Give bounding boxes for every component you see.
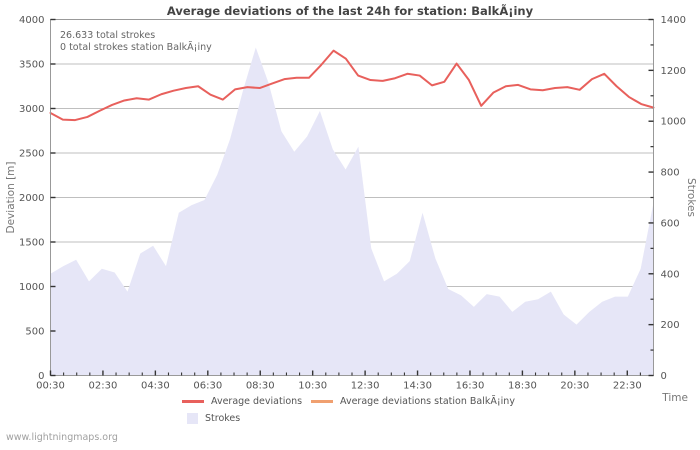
- svg-text:08:30: 08:30: [246, 381, 275, 392]
- axis-ticks: [49, 18, 654, 377]
- svg-text:1400: 1400: [661, 15, 686, 26]
- legend-item-strokes[interactable]: Strokes: [182, 413, 240, 424]
- average-deviations-line-series: [49, 49, 655, 122]
- legend-item-average-deviations[interactable]: Average deviations: [182, 396, 302, 407]
- svg-text:1500: 1500: [19, 238, 44, 249]
- y-axis-right-title: Strokes: [685, 178, 697, 217]
- annotation-total-strokes: 26.633 total strokes: [60, 30, 155, 41]
- svg-text:12:30: 12:30: [351, 381, 380, 392]
- svg-text:800: 800: [661, 168, 680, 179]
- legend-line-swatch-average-deviations-station: [311, 400, 333, 403]
- svg-text:4000: 4000: [19, 15, 44, 26]
- svg-text:200: 200: [661, 320, 680, 331]
- svg-text:04:30: 04:30: [141, 381, 170, 392]
- svg-text:02:30: 02:30: [89, 381, 118, 392]
- svg-text:06:30: 06:30: [193, 381, 222, 392]
- svg-text:0: 0: [38, 371, 44, 382]
- svg-text:2500: 2500: [19, 149, 44, 160]
- svg-text:14:30: 14:30: [403, 381, 432, 392]
- legend-label-average-deviations-station: Average deviations station BalkÃ¡iny: [340, 396, 515, 407]
- svg-text:22:30: 22:30: [613, 381, 642, 392]
- chart-title: Average deviations of the last 24h for s…: [166, 4, 534, 18]
- svg-text:600: 600: [661, 218, 680, 229]
- svg-text:1000: 1000: [661, 117, 686, 128]
- svg-text:3500: 3500: [19, 60, 44, 71]
- svg-text:500: 500: [25, 327, 44, 338]
- svg-text:00:30: 00:30: [36, 381, 65, 392]
- svg-text:18:30: 18:30: [508, 381, 537, 392]
- legend-label-average-deviations: Average deviations: [211, 396, 303, 407]
- svg-text:3000: 3000: [19, 104, 44, 115]
- legend-label-strokes: Strokes: [205, 413, 241, 424]
- strokes-area-series: [50, 47, 654, 376]
- chart-legend: Average deviations Average deviations st…: [0, 394, 700, 428]
- svg-text:16:30: 16:30: [456, 381, 485, 392]
- annotation-station-strokes: 0 total strokes station BalkÃ¡iny: [60, 42, 212, 53]
- x-axis-title: Time: [662, 392, 688, 404]
- svg-text:10:30: 10:30: [298, 381, 327, 392]
- svg-text:2000: 2000: [19, 193, 44, 204]
- legend-item-average-deviations-station[interactable]: Average deviations station BalkÃ¡iny: [311, 396, 515, 407]
- axis-tick-labels: 0 500 1000 1500 2000 2500 3000 3500 4000 0 200 400 6…: [19, 15, 686, 392]
- svg-text:0: 0: [661, 371, 667, 382]
- legend-area-swatch-strokes: [187, 413, 198, 424]
- footer-url: www.lightningmaps.org: [6, 432, 118, 443]
- svg-text:1200: 1200: [661, 66, 686, 77]
- legend-line-swatch-average-deviations: [182, 400, 204, 403]
- svg-text:20:30: 20:30: [560, 381, 589, 392]
- svg-text:400: 400: [661, 269, 680, 280]
- svg-text:1000: 1000: [19, 282, 44, 293]
- y-axis-left-title: Deviation [m]: [5, 162, 17, 234]
